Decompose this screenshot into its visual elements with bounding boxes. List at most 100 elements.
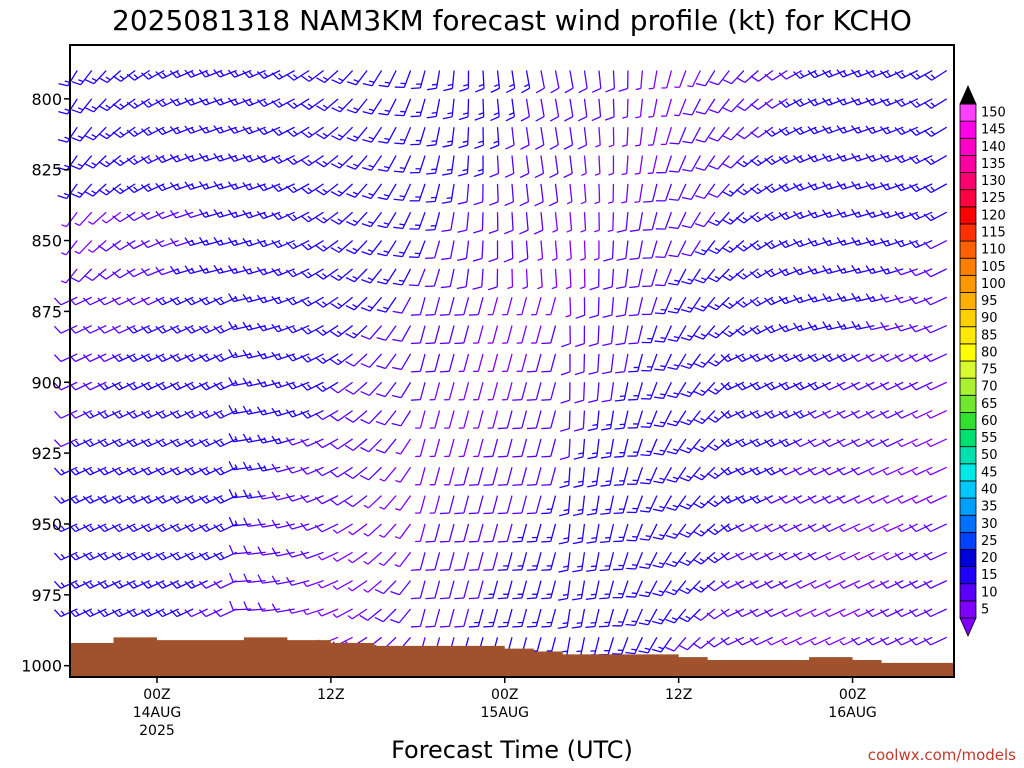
wind-barb-927 — [709, 70, 730, 86]
wind-barb-1242 — [923, 69, 948, 81]
wind-barb-514 — [424, 268, 441, 288]
wind-barb-461 — [378, 551, 397, 567]
wind-barb-1179 — [879, 69, 904, 79]
wind-barb-178 — [169, 580, 194, 589]
wind-barb-1125 — [836, 320, 860, 330]
wind-barb-1135 — [839, 608, 861, 618]
wind-barb-1141 — [851, 181, 875, 190]
wind-barb-204 — [198, 181, 223, 190]
wind-barb-49 — [82, 324, 107, 334]
wind-barb-7 — [60, 268, 78, 284]
wind-barb-343 — [300, 154, 324, 167]
wind-barb-791 — [614, 382, 629, 402]
wind-barb-718 — [577, 98, 588, 122]
wind-barb-232 — [213, 410, 237, 419]
wind-barb-1237 — [908, 523, 933, 533]
wind-barb-382 — [331, 98, 354, 113]
wind-barb-589 — [468, 608, 484, 628]
wind-barb-564 — [454, 495, 470, 515]
wind-barb-1037 — [778, 211, 803, 221]
wind-barb-1175 — [868, 551, 890, 561]
wind-barb-296 — [257, 518, 281, 528]
wind-barb-662 — [531, 297, 542, 316]
wind-barb-262 — [242, 126, 266, 135]
wind-barb-572 — [474, 127, 484, 149]
wind-barb-776 — [599, 552, 615, 572]
wind-barb-65 — [101, 211, 122, 224]
colorbar-label-15: 15 — [981, 568, 998, 583]
wind-barb-964 — [720, 523, 745, 533]
wind-barb-193 — [184, 438, 208, 448]
wind-barb-1144 — [851, 264, 875, 274]
wind-barb-1258 — [923, 523, 948, 533]
wind-barb-427 — [361, 183, 383, 200]
wind-barb-1050 — [778, 580, 803, 589]
wind-barb-511 — [425, 183, 441, 203]
wind-barb-110 — [126, 353, 150, 363]
wind-barb-1099 — [822, 181, 846, 191]
wind-barb-709 — [559, 438, 571, 461]
wind-barb-377 — [317, 551, 339, 561]
wind-barb-1173 — [868, 495, 890, 504]
wind-barb-838 — [639, 523, 658, 541]
wind-barb-253 — [228, 433, 252, 443]
wind-barb-989 — [735, 636, 759, 646]
wind-barb-772 — [600, 438, 615, 459]
wind-barb-1210 — [894, 353, 919, 363]
wind-barb-320 — [286, 69, 310, 81]
wind-barb-1243 — [923, 98, 948, 109]
colorbar-label-90: 90 — [981, 311, 998, 326]
wind-barb-429 — [361, 240, 383, 256]
wind-barb-1040 — [778, 295, 803, 305]
wind-barb-1177 — [865, 608, 890, 618]
wind-barb-157 — [155, 551, 179, 561]
wind-barb-805 — [634, 183, 644, 203]
wind-barb-277 — [243, 545, 266, 555]
wind-barb-738 — [591, 70, 602, 93]
wind-barb-917 — [693, 381, 716, 397]
wind-barb-793 — [614, 438, 629, 458]
wind-barb-402 — [346, 70, 368, 86]
wind-barb-247 — [227, 265, 252, 275]
wind-barb-532 — [441, 183, 455, 204]
wind-barb-585 — [468, 495, 484, 515]
wind-barb-785 — [616, 212, 629, 233]
colorbar-label-35: 35 — [981, 500, 998, 515]
wind-barb-929 — [708, 126, 730, 142]
wind-barb-1171 — [865, 438, 890, 448]
wind-barb-419 — [347, 551, 368, 564]
wind-barb-1081 — [807, 265, 832, 275]
wind-barb-337 — [285, 548, 310, 558]
wind-barb-222 — [213, 125, 237, 134]
wind-barb-524 — [425, 552, 441, 571]
wind-barb-1075 — [807, 98, 832, 107]
wind-barb-503 — [410, 552, 426, 571]
wind-barb-125 — [140, 211, 165, 221]
wind-barb-1025 — [764, 466, 788, 476]
wind-barb-825 — [647, 155, 658, 175]
wind-barb-515 — [425, 297, 441, 316]
wind-barb-1032 — [778, 69, 803, 80]
wind-barb-666 — [526, 410, 542, 430]
wind-barb-848 — [655, 211, 673, 230]
wind-barb-488 — [410, 126, 426, 146]
wind-barb-941 — [706, 466, 730, 480]
wind-barb-502 — [415, 523, 426, 543]
wind-barb-243 — [227, 153, 252, 162]
wind-barb-1194 — [883, 495, 904, 504]
wind-barb-282 — [256, 126, 281, 136]
colorbar-label-80: 80 — [981, 345, 998, 360]
wind-barb-985 — [735, 523, 759, 533]
wind-barb-26 — [74, 240, 93, 255]
wind-barb-573 — [473, 155, 484, 178]
wind-barb-44 — [84, 183, 107, 197]
wind-barb-710 — [559, 467, 571, 489]
wind-barb-601 — [487, 353, 499, 373]
wind-barb-707 — [560, 382, 571, 404]
wind-barb-1100 — [822, 209, 846, 219]
wind-barb-595 — [489, 183, 499, 206]
wind-barb-955 — [721, 268, 745, 281]
wind-barb-559 — [458, 353, 470, 373]
